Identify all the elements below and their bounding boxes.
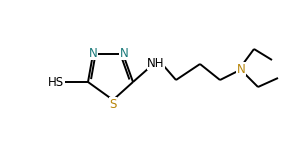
Text: S: S bbox=[109, 98, 117, 110]
Text: HS: HS bbox=[48, 76, 64, 88]
Text: NH: NH bbox=[147, 57, 165, 69]
Text: N: N bbox=[237, 62, 245, 76]
Text: N: N bbox=[120, 46, 128, 59]
Text: N: N bbox=[89, 46, 97, 59]
